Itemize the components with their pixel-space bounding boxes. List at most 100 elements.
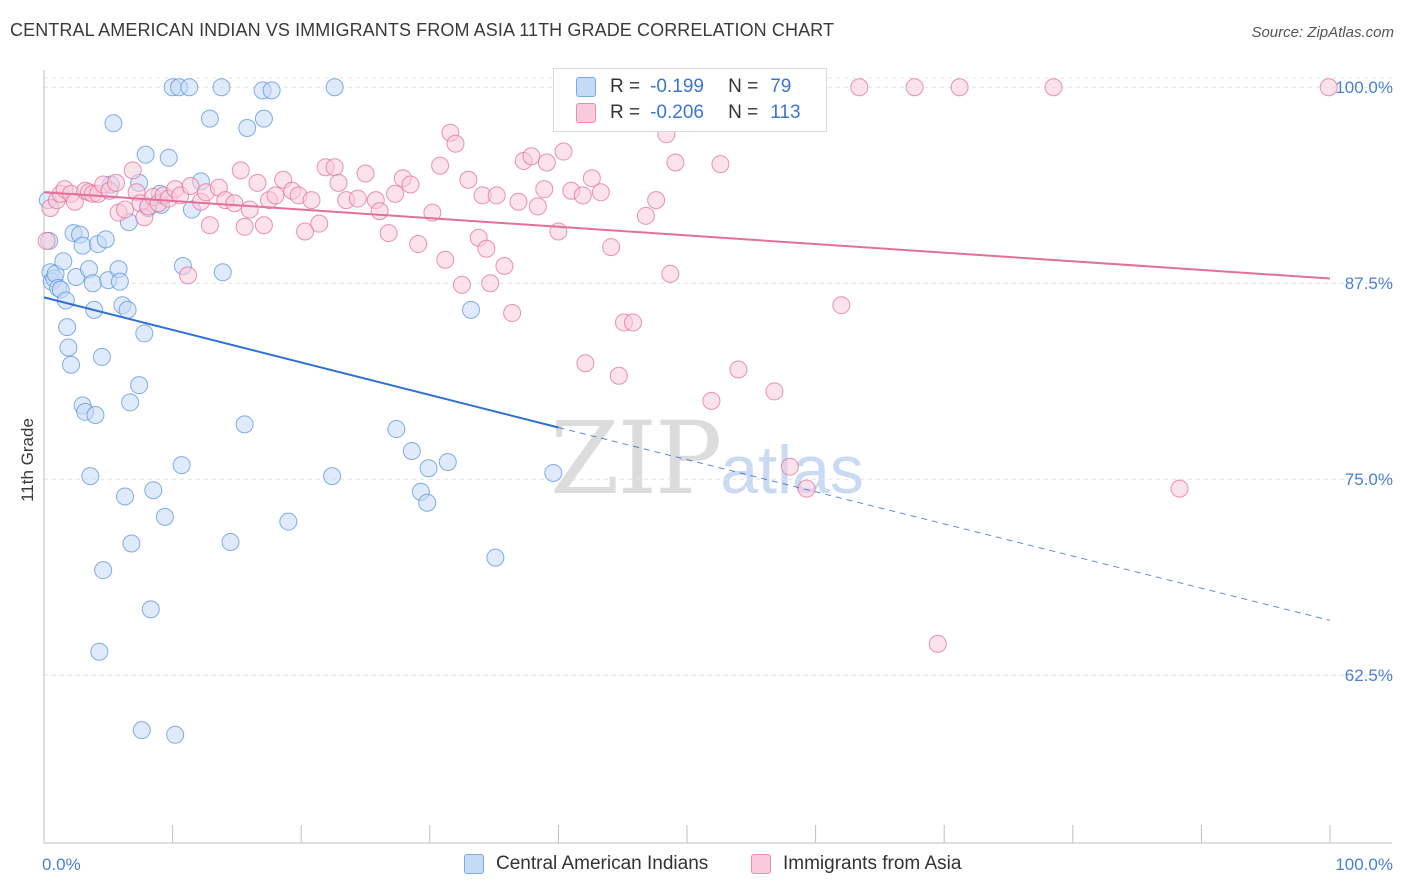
point-immigrants-from-asia <box>65 192 84 211</box>
legend-n-value: 113 <box>770 102 801 123</box>
point-immigrants-from-asia <box>116 200 135 219</box>
point-central-american-indians <box>121 393 140 412</box>
source-label: Source: ZipAtlas.com <box>1251 24 1394 41</box>
point-immigrants-from-asia <box>107 173 126 192</box>
point-immigrants-from-asia <box>200 216 219 235</box>
point-central-american-indians <box>200 109 219 128</box>
point-immigrants-from-asia <box>582 169 601 188</box>
point-central-american-indians <box>62 355 81 374</box>
legend-n-label: N = <box>728 76 759 97</box>
point-immigrants-from-asia <box>386 184 405 203</box>
point-immigrants-from-asia <box>409 235 428 254</box>
legend-n-value: 79 <box>770 76 792 97</box>
point-immigrants-from-asia <box>302 191 321 210</box>
point-central-american-indians <box>141 600 160 619</box>
point-immigrants-from-asia <box>522 147 541 166</box>
point-immigrants-from-asia <box>248 173 267 192</box>
point-immigrants-from-asia <box>636 206 655 225</box>
tick-labels: 62.5% 75.0% 87.5% 100.0% 0.0% 100.0% <box>42 78 1393 874</box>
point-central-american-indians <box>438 452 457 471</box>
point-immigrants-from-asia <box>329 173 348 192</box>
point-immigrants-from-asia <box>348 189 367 208</box>
point-immigrants-from-asia <box>765 382 784 401</box>
legend-row-central-american-indians: R = -0.199 N = 79 <box>576 74 791 100</box>
point-immigrants-from-asia <box>950 78 969 97</box>
bottom-legend-immigrants-from-asia: Immigrants from Asia <box>751 851 961 877</box>
point-central-american-indians <box>166 725 185 744</box>
point-central-american-indians <box>90 642 109 661</box>
point-immigrants-from-asia <box>702 391 721 410</box>
point-immigrants-from-asia <box>495 256 514 275</box>
point-central-american-indians <box>387 420 406 439</box>
point-immigrants-from-asia <box>123 161 142 180</box>
point-immigrants-from-asia <box>325 158 344 177</box>
point-immigrants-from-asia <box>711 155 730 174</box>
point-immigrants-from-asia <box>509 192 528 211</box>
point-central-american-indians <box>279 512 298 531</box>
point-central-american-indians <box>172 456 191 475</box>
data-points <box>37 78 1338 744</box>
point-immigrants-from-asia <box>240 200 259 219</box>
point-immigrants-from-asia <box>310 214 329 233</box>
point-immigrants-from-asia <box>296 222 315 241</box>
point-immigrants-from-asia <box>423 203 442 222</box>
point-immigrants-from-asia <box>1044 78 1063 97</box>
point-central-american-indians <box>325 78 344 97</box>
point-immigrants-from-asia <box>181 177 200 196</box>
point-central-american-indians <box>238 119 257 138</box>
trend-lines <box>43 191 1331 621</box>
point-immigrants-from-asia <box>591 183 610 202</box>
point-immigrants-from-asia <box>832 296 851 315</box>
point-central-american-indians <box>110 272 129 291</box>
watermark-zip: ZIP <box>550 400 722 517</box>
legend-r-label: R = <box>610 76 641 97</box>
point-central-american-indians <box>461 300 480 319</box>
point-central-american-indians <box>73 236 92 255</box>
bottom-legend-swatch-blue <box>464 854 484 874</box>
legend-row-immigrants-from-asia: R = -0.206 N = 113 <box>576 100 801 126</box>
point-immigrants-from-asia <box>370 202 389 221</box>
point-central-american-indians <box>544 463 563 482</box>
point-immigrants-from-asia <box>452 275 471 294</box>
y-tick-label: 87.5% <box>1345 274 1393 293</box>
point-immigrants-from-asia <box>609 366 628 385</box>
point-central-american-indians <box>254 109 273 128</box>
point-immigrants-from-asia <box>554 142 573 161</box>
point-immigrants-from-asia <box>623 313 642 332</box>
point-central-american-indians <box>159 148 178 167</box>
point-immigrants-from-asia <box>729 360 748 379</box>
point-central-american-indians <box>180 78 199 97</box>
point-immigrants-from-asia <box>528 197 547 216</box>
trend-line-central-american-indians <box>43 296 559 429</box>
point-immigrants-from-asia <box>797 479 816 498</box>
axes <box>43 70 1392 844</box>
trend-line-immigrants-from-asia <box>43 191 1331 280</box>
y-tick-label: 62.5% <box>1345 666 1393 685</box>
point-immigrants-from-asia <box>661 264 680 283</box>
point-central-american-indians <box>486 548 505 567</box>
bottom-legend-swatch-pink <box>751 854 771 874</box>
point-immigrants-from-asia <box>356 164 375 183</box>
point-central-american-indians <box>54 252 73 271</box>
point-immigrants-from-asia <box>850 78 869 97</box>
point-immigrants-from-asia <box>666 153 685 172</box>
point-immigrants-from-asia <box>1170 479 1189 498</box>
point-immigrants-from-asia <box>235 217 254 236</box>
point-immigrants-from-asia <box>780 457 799 476</box>
watermark: ZIPatlas <box>550 400 864 517</box>
point-immigrants-from-asia <box>477 239 496 258</box>
point-central-american-indians <box>212 78 231 97</box>
point-immigrants-from-asia <box>1319 78 1338 97</box>
point-central-american-indians <box>136 145 155 164</box>
point-immigrants-from-asia <box>431 156 450 175</box>
point-central-american-indians <box>116 487 135 506</box>
point-central-american-indians <box>59 338 78 357</box>
bottom-legend-label: Central American Indians <box>496 853 709 874</box>
point-immigrants-from-asia <box>225 194 244 213</box>
point-immigrants-from-asia <box>576 354 595 373</box>
legend-n-label: N = <box>728 102 759 123</box>
y-tick-label: 75.0% <box>1345 470 1393 489</box>
point-immigrants-from-asia <box>503 304 522 323</box>
point-immigrants-from-asia <box>379 224 398 243</box>
